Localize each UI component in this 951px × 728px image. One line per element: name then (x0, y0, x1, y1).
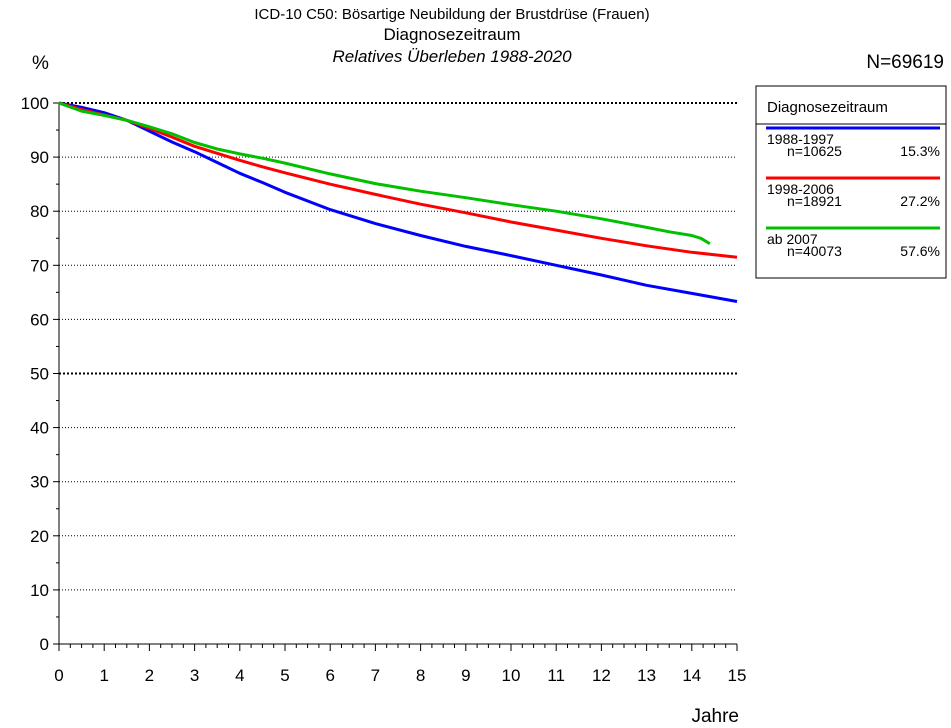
x-tick-label: 1 (99, 666, 108, 685)
legend-box (755, 85, 947, 279)
legend-item-n: n=40073 (787, 243, 842, 259)
x-tick-label: 2 (145, 666, 154, 685)
x-tick-label: 12 (592, 666, 611, 685)
x-tick-label: 4 (235, 666, 244, 685)
grid-lines (59, 102, 737, 591)
x-tick-label: 5 (280, 666, 289, 685)
y-tick-label: 0 (40, 635, 49, 654)
legend-item-n: n=18921 (787, 193, 842, 209)
x-ticks: 0 1 2 3 4 5 6 7 8 9 10 11 12 13 14 15 (54, 644, 746, 685)
x-tick-label: 15 (728, 666, 747, 685)
legend-title: Diagnosezeitraum (767, 99, 888, 116)
series-lines (58, 101, 738, 303)
legend-item-label: 1998-2006 (767, 181, 834, 197)
x-tick-label: 0 (54, 666, 63, 685)
total-n-label: N=69619 (866, 52, 944, 73)
x-tick-label: 14 (682, 666, 701, 685)
x-tick-label: 9 (461, 666, 470, 685)
x-tick-label: 11 (547, 666, 565, 685)
y-tick-label: 40 (30, 419, 49, 438)
series-line-1998-2006 (58, 101, 738, 259)
y-tick-label: 80 (30, 202, 49, 221)
y-tick-label: 100 (21, 94, 49, 113)
y-tick-label: 60 (30, 310, 49, 329)
y-tick-label: 50 (30, 365, 49, 384)
series-line-ab-2007 (58, 101, 711, 245)
chart-subtitle: Diagnosezeitraum (383, 25, 520, 44)
y-tick-label: 70 (30, 256, 49, 275)
y-tick-label: 90 (30, 148, 49, 167)
y-tick-label: 20 (30, 527, 49, 546)
y-tick-label: 30 (30, 473, 49, 492)
legend-item-pct: 27.2% (900, 193, 940, 209)
x-tick-label: 3 (190, 666, 199, 685)
y-tick-label: 10 (30, 581, 49, 600)
x-tick-label: 6 (325, 666, 334, 685)
legend-item-label: 1988-1997 (767, 131, 834, 147)
x-tick-label: 10 (502, 666, 521, 685)
legend-item-pct: 57.6% (900, 243, 940, 259)
legend-item-label: ab 2007 (767, 231, 818, 247)
x-tick-label: 7 (371, 666, 380, 685)
x-tick-label: 13 (637, 666, 656, 685)
y-axis-label: % (32, 53, 49, 74)
chart-title: ICD-10 C50: Bösartige Neubildung der Bru… (254, 6, 649, 23)
legend-item-pct: 15.3% (900, 143, 940, 159)
chart-subtitle-2: Relatives Überleben 1988-2020 (332, 47, 572, 66)
x-tick-label: 8 (416, 666, 425, 685)
legend-item-n: n=10625 (787, 143, 842, 159)
x-axis-label: Jahre (691, 706, 739, 727)
y-ticks: 0 10 20 30 40 50 60 70 80 90 100 (21, 94, 59, 654)
